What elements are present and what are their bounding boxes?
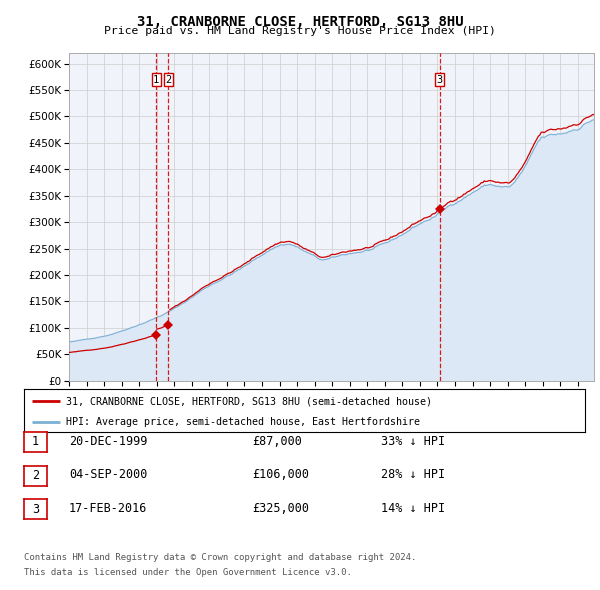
Text: 04-SEP-2000: 04-SEP-2000 (69, 468, 148, 481)
Text: £325,000: £325,000 (252, 502, 309, 515)
Text: 3: 3 (32, 503, 39, 516)
Text: 33% ↓ HPI: 33% ↓ HPI (381, 435, 445, 448)
Text: £106,000: £106,000 (252, 468, 309, 481)
Text: 2: 2 (32, 469, 39, 482)
Text: Contains HM Land Registry data © Crown copyright and database right 2024.: Contains HM Land Registry data © Crown c… (24, 553, 416, 562)
Text: 28% ↓ HPI: 28% ↓ HPI (381, 468, 445, 481)
Text: 31, CRANBORNE CLOSE, HERTFORD, SG13 8HU (semi-detached house): 31, CRANBORNE CLOSE, HERTFORD, SG13 8HU … (66, 396, 432, 407)
Text: 14% ↓ HPI: 14% ↓ HPI (381, 502, 445, 515)
Text: 2: 2 (166, 74, 172, 84)
Text: 1: 1 (153, 74, 160, 84)
Text: 3: 3 (437, 74, 443, 84)
Text: 17-FEB-2016: 17-FEB-2016 (69, 502, 148, 515)
Text: 31, CRANBORNE CLOSE, HERTFORD, SG13 8HU: 31, CRANBORNE CLOSE, HERTFORD, SG13 8HU (137, 15, 463, 29)
Text: HPI: Average price, semi-detached house, East Hertfordshire: HPI: Average price, semi-detached house,… (66, 417, 420, 427)
Text: £87,000: £87,000 (252, 435, 302, 448)
Text: This data is licensed under the Open Government Licence v3.0.: This data is licensed under the Open Gov… (24, 568, 352, 577)
Text: Price paid vs. HM Land Registry's House Price Index (HPI): Price paid vs. HM Land Registry's House … (104, 26, 496, 36)
Text: 1: 1 (32, 435, 39, 448)
Text: 20-DEC-1999: 20-DEC-1999 (69, 435, 148, 448)
